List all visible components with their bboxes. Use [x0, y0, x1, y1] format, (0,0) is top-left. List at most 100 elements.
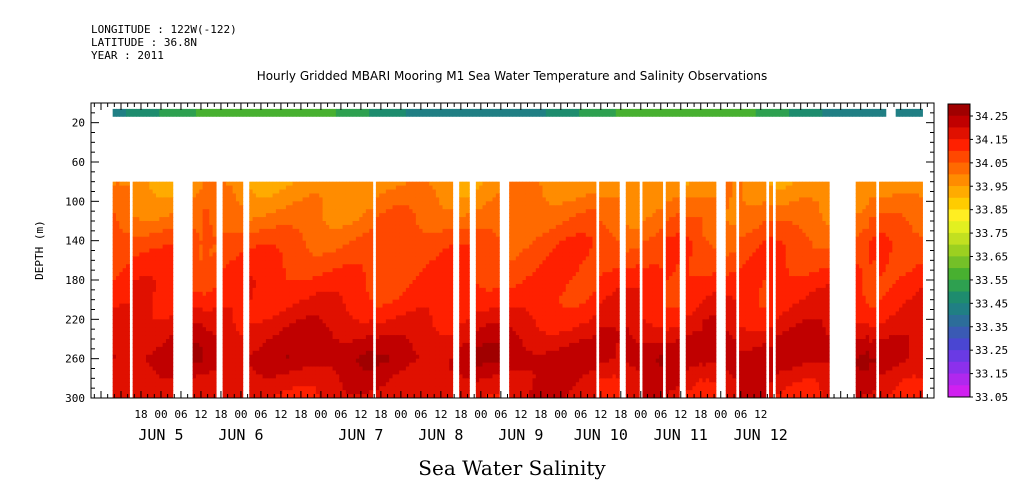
data-cell [255, 181, 260, 187]
data-cell [132, 295, 137, 301]
data-cell [379, 181, 384, 187]
data-cell [449, 217, 454, 222]
data-cell [429, 268, 434, 273]
data-cell [225, 291, 230, 297]
data-cell [319, 197, 324, 202]
data-cell [302, 209, 307, 214]
data-cell [305, 315, 310, 320]
data-cell [365, 323, 370, 328]
data-cell [362, 370, 367, 375]
data-cell [329, 362, 334, 368]
data-cell [429, 339, 434, 344]
data-cell [289, 323, 294, 328]
data-cell [225, 260, 230, 265]
data-cell [402, 370, 407, 375]
data-cell [112, 221, 117, 226]
data-cell [415, 205, 420, 210]
data-cell [279, 232, 284, 238]
data-cell [202, 280, 207, 285]
data-cell [225, 280, 230, 285]
data-cell [355, 264, 360, 269]
data-cell [125, 295, 130, 301]
data-cell [162, 201, 167, 206]
data-cell [459, 185, 464, 191]
data-cell [342, 280, 347, 285]
data-cell [409, 366, 414, 372]
data-cell [419, 386, 424, 391]
data-cell [252, 350, 257, 356]
data-cell [332, 370, 337, 375]
data-cell [139, 244, 144, 250]
data-cell [202, 350, 207, 356]
data-cell [152, 299, 157, 305]
data-cell [232, 350, 237, 356]
data-cell [299, 260, 304, 265]
data-cell [199, 335, 204, 340]
data-cell [195, 386, 200, 391]
data-cell [449, 378, 454, 383]
data-cell [289, 346, 294, 352]
data-cell [362, 291, 367, 297]
data-cell [442, 386, 447, 391]
data-cell [192, 386, 197, 391]
data-cell [312, 382, 317, 387]
data-cell [259, 342, 264, 348]
data-cell [429, 354, 434, 360]
data-cell [112, 205, 117, 210]
data-cell [329, 197, 334, 202]
data-cell [239, 319, 244, 324]
data-cell [395, 201, 400, 206]
data-cell [255, 291, 260, 297]
data-cell [439, 362, 444, 368]
data-cell [449, 205, 454, 210]
data-cell [355, 228, 360, 234]
data-cell [315, 342, 320, 348]
data-cell [392, 342, 397, 348]
data-cell [122, 221, 127, 226]
data-cell [445, 197, 450, 202]
data-cell [435, 224, 440, 230]
data-cell [159, 228, 164, 234]
data-cell [319, 303, 324, 309]
data-cell [365, 319, 370, 324]
data-cell [292, 307, 297, 313]
data-cell [375, 295, 380, 301]
data-cell [379, 236, 384, 242]
data-cell [312, 331, 317, 336]
data-cell [305, 276, 310, 281]
data-cell [329, 221, 334, 226]
data-cell [442, 189, 447, 195]
data-cell [415, 181, 420, 187]
data-cell [432, 342, 437, 348]
data-cell [289, 232, 294, 238]
data-cell [355, 217, 360, 222]
data-cell [299, 319, 304, 324]
data-cell [195, 378, 200, 383]
data-cell [292, 189, 297, 195]
data-cell [315, 331, 320, 336]
data-cell [379, 331, 384, 336]
data-cell [295, 221, 300, 226]
data-cell [262, 299, 267, 305]
data-cell [429, 342, 434, 348]
data-cell [135, 236, 140, 242]
data-cell [149, 307, 154, 313]
data-cell [362, 197, 367, 202]
data-cell [332, 260, 337, 265]
data-cell [209, 291, 214, 297]
data-cell [115, 382, 120, 387]
data-cell [409, 339, 414, 344]
data-cell [385, 248, 390, 254]
data-cell [122, 260, 127, 265]
data-cell [225, 197, 230, 202]
data-cell [232, 221, 237, 226]
data-cell [149, 197, 154, 202]
data-cell [212, 366, 217, 372]
data-cell [312, 213, 317, 218]
data-cell [225, 248, 230, 254]
data-cell [259, 346, 264, 352]
data-cell [395, 342, 400, 348]
data-cell [239, 335, 244, 340]
data-cell [162, 327, 167, 332]
data-cell [169, 287, 174, 293]
